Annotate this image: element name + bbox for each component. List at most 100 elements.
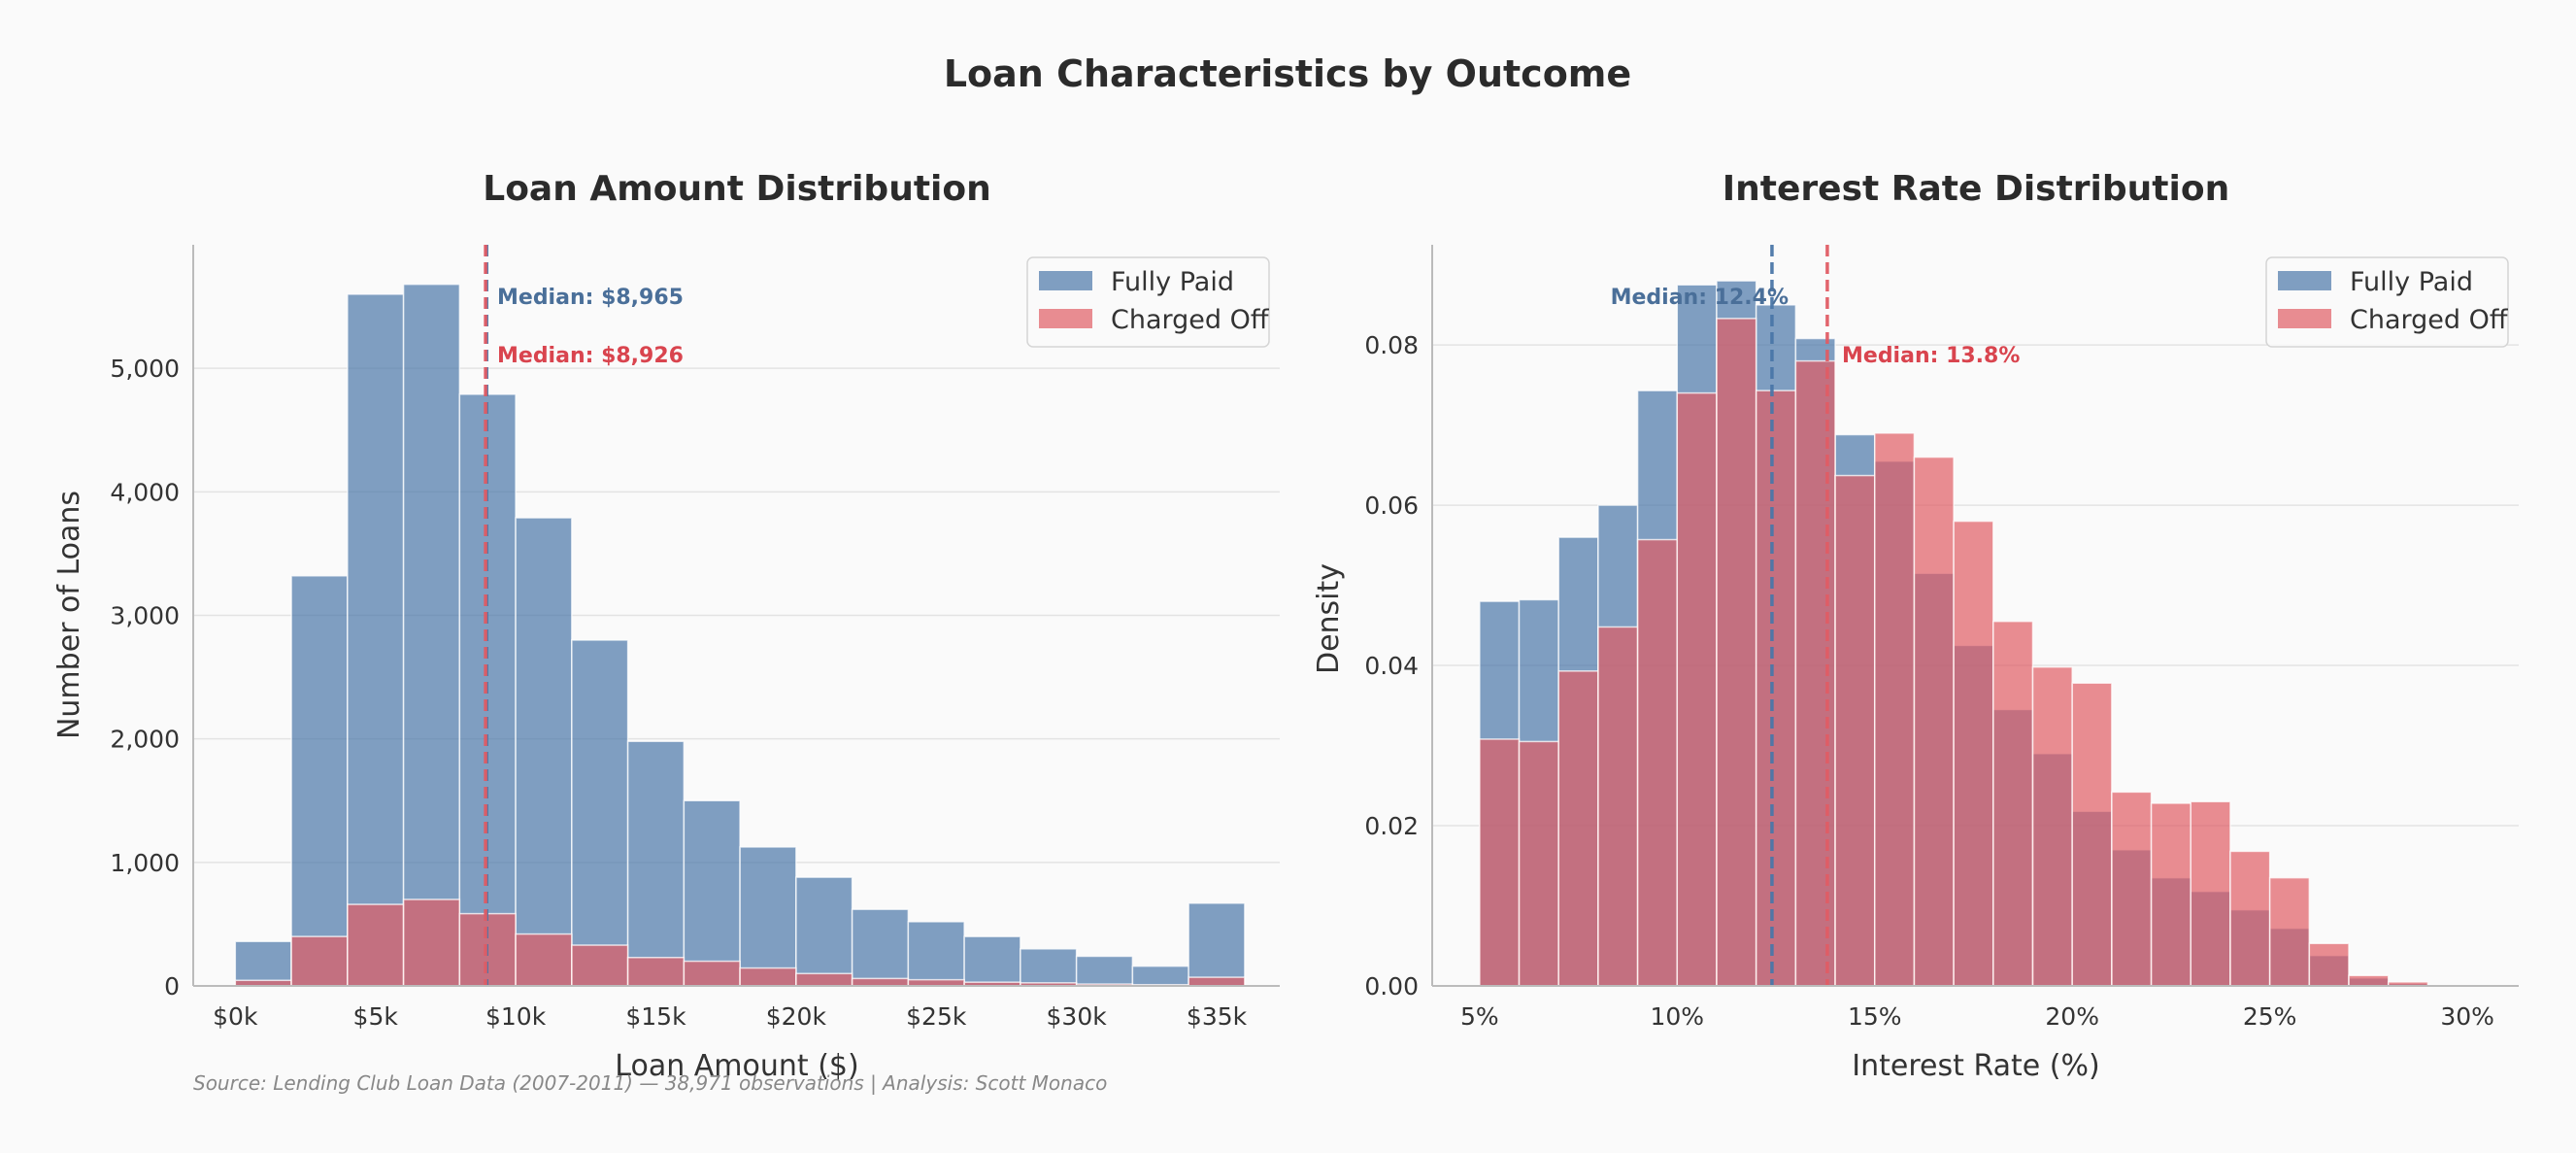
bar-charged-off [571, 944, 629, 987]
bar-fully-paid [515, 517, 573, 987]
x-tick-label: 20% [2045, 1002, 2099, 1031]
bar-fully-paid [907, 921, 965, 987]
chart-title-interest-rate: Interest Rate Distribution [1723, 169, 2229, 209]
y-tick-label: 0.06 [1364, 492, 1419, 520]
bar-charged-off [402, 899, 461, 987]
x-tick-label: $15k [625, 1002, 686, 1031]
bar-charged-off [2111, 791, 2153, 987]
source-note: Source: Lending Club Loan Data (2007-201… [193, 1071, 1107, 1095]
bar-fully-paid [851, 908, 910, 987]
y-tick-label: 0.02 [1364, 812, 1419, 840]
legend-swatch-fully-paid [1039, 271, 1092, 290]
interest-rate-panel: Interest Rate Distribution Median: 12.4%… [1312, 169, 2519, 1083]
bar-charged-off [1992, 620, 2034, 987]
bar-fully-paid [963, 935, 1021, 987]
bar-charged-off [2031, 665, 2073, 987]
legend: Fully Paid Charged Off [1026, 256, 1270, 348]
x-tick-label: 30% [2440, 1002, 2494, 1031]
x-tick-label: $35k [1187, 1002, 1248, 1031]
y-tick-label: 0.08 [1364, 331, 1419, 359]
bar-fully-paid [1075, 955, 1134, 987]
legend-swatch-fully-paid [2278, 271, 2331, 290]
legend-label-charged-off: Charged Off [2350, 305, 2509, 335]
bar-charged-off [1636, 538, 1679, 987]
histogram-bars [234, 283, 1246, 987]
bar-charged-off [1597, 626, 1639, 987]
median-label-charged-off: Median: $8,926 [497, 344, 684, 368]
legend-swatch-charged-off [1039, 309, 1092, 328]
x-tick-label: 25% [2243, 1002, 2297, 1031]
y-tick-label: 0 [164, 972, 180, 1000]
bar-fully-paid [795, 876, 853, 987]
chart-title-loan-amount: Loan Amount Distribution [483, 169, 991, 209]
y-axis-label: Density [1312, 563, 1346, 674]
bar-fully-paid [402, 283, 461, 987]
x-tick-label: $20k [766, 1002, 827, 1031]
x-axis-label: Interest Rate (%) [1852, 1049, 2099, 1083]
bar-charged-off [1557, 670, 1599, 987]
legend-label-charged-off: Charged Off [1111, 305, 1270, 335]
bar-charged-off [1913, 456, 1955, 987]
bar-charged-off [851, 977, 910, 987]
bar-charged-off [2229, 850, 2271, 987]
bar-charged-off [347, 903, 405, 987]
median-label-charged-off: Median: 13.8% [1842, 344, 2020, 368]
bar-charged-off [795, 972, 853, 987]
bar-charged-off [2268, 876, 2311, 987]
bar-charged-off [2348, 974, 2390, 987]
median-label-fully-paid: Median: 12.4% [1611, 286, 1789, 310]
median-lines: Median: $8,965 Median: $8,926 [484, 245, 684, 986]
x-tick-label: 5% [1460, 1002, 1499, 1031]
figure-title: Loan Characteristics by Outcome [944, 52, 1631, 95]
bar-fully-paid [1020, 948, 1078, 987]
bar-charged-off [1794, 359, 1836, 987]
y-tick-label: 2,000 [110, 726, 180, 754]
x-tick-label: $30k [1047, 1002, 1108, 1031]
bar-charged-off [1873, 432, 1916, 987]
legend-label-fully-paid: Fully Paid [2350, 267, 2473, 297]
x-tick-label: $25k [906, 1002, 967, 1031]
bar-fully-paid [571, 639, 629, 987]
legend-swatch-charged-off [2278, 309, 2331, 328]
bar-fully-paid [1131, 965, 1189, 987]
bar-charged-off [1479, 738, 1521, 987]
axes [1431, 245, 2519, 987]
y-tick-label: 5,000 [110, 355, 180, 383]
bar-charged-off [1676, 391, 1718, 987]
bar-fully-paid [234, 940, 292, 987]
legend-label-fully-paid: Fully Paid [1111, 267, 1234, 297]
bar-charged-off [626, 957, 686, 987]
bar-charged-off [2071, 682, 2113, 987]
x-tick-label: 10% [1650, 1002, 1704, 1031]
bar-fully-paid [626, 740, 686, 987]
bar-charged-off [739, 966, 797, 987]
median-lines: Median: 12.4% Median: 13.8% [1611, 245, 2020, 986]
bar-fully-paid [683, 799, 741, 987]
bar-fully-paid [1188, 902, 1246, 987]
y-tick-label: 1,000 [110, 849, 180, 877]
axes [192, 245, 1280, 987]
x-tick-label: $10k [485, 1002, 547, 1031]
bar-fully-paid [347, 293, 405, 987]
bar-charged-off [1716, 318, 1757, 987]
y-tick-label: 4,000 [110, 478, 180, 506]
bar-charged-off [1518, 740, 1559, 987]
y-axis-label: Number of Loans [52, 491, 86, 739]
bar-charged-off [1188, 976, 1246, 987]
bar-charged-off [2308, 942, 2350, 987]
bar-charged-off [2150, 802, 2192, 987]
x-axis-label: Loan Amount ($) [615, 1049, 858, 1083]
x-tick-label: 15% [1848, 1002, 1902, 1031]
bar-charged-off [290, 935, 349, 987]
tick-labels: 5% 10% 15% 20% 25% 30% 0.00 0.02 0.04 0.06 0.08 [1364, 331, 2494, 1031]
bar-charged-off [683, 960, 741, 987]
y-tick-label: 3,000 [110, 602, 180, 630]
y-tick-label: 0.04 [1364, 652, 1419, 680]
loan-amount-panel: Loan Amount Distribution Median: $8,965M… [52, 169, 1280, 1083]
bar-charged-off [1755, 390, 1797, 987]
bar-charged-off [1953, 520, 1994, 987]
bar-fully-paid [739, 846, 797, 987]
median-label-fully-paid: Median: $8,965 [497, 286, 684, 310]
